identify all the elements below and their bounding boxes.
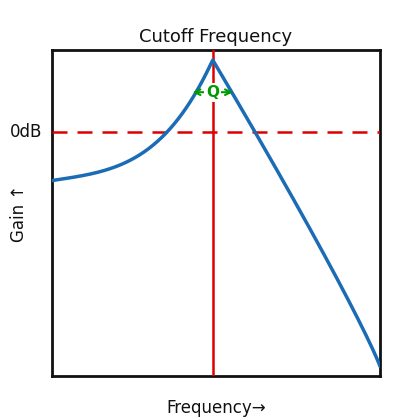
- Title: Cutoff Frequency: Cutoff Frequency: [140, 28, 292, 46]
- Text: Frequency→: Frequency→: [166, 399, 266, 417]
- Text: Q: Q: [206, 85, 219, 100]
- Text: 0dB: 0dB: [10, 122, 42, 141]
- Text: Gain ↑: Gain ↑: [10, 185, 28, 242]
